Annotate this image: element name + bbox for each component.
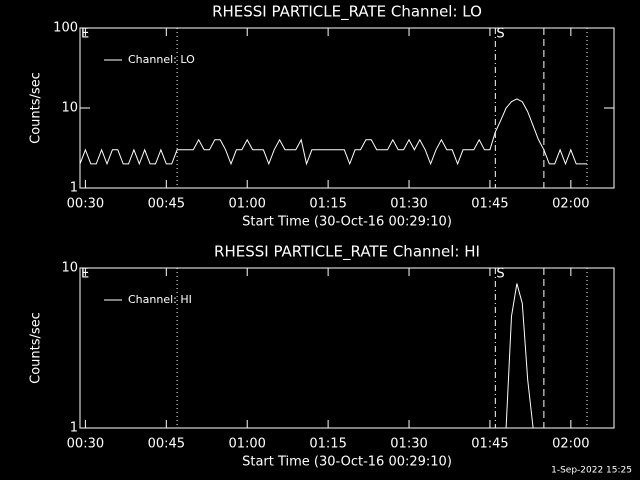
x-tick-label: 01:30: [390, 437, 427, 452]
x-axis-label: Start Time (30-Oct-16 00:29:10): [242, 455, 452, 470]
x-tick-label: 01:45: [471, 197, 508, 212]
data-line: [505, 283, 534, 429]
y-tick-label: 1: [70, 421, 78, 436]
x-tick-label: 00:45: [148, 197, 185, 212]
y-tick-label: 10: [61, 101, 78, 116]
x-tick-label: 01:45: [471, 437, 508, 452]
x-tick-label: 02:00: [552, 197, 589, 212]
x-tick-label: 00:30: [67, 197, 104, 212]
y-tick-label: 10: [61, 261, 78, 276]
plot-frame: [79, 27, 615, 189]
annotation: S: [496, 27, 504, 42]
y-tick-label: 1: [70, 181, 78, 196]
plot-frame: [79, 267, 615, 429]
chart-title: RHESSI PARTICLE_RATE Channel: LO: [212, 3, 482, 22]
footer: 1-Sep-2022 15:25: [551, 466, 632, 476]
y-tick-label: 100: [53, 21, 78, 36]
legend-label: Channel: HI: [128, 293, 192, 306]
x-tick-label: 01:15: [309, 437, 346, 452]
y-axis-label: Counts/sec: [29, 72, 44, 144]
annotation: E: [81, 27, 89, 42]
x-tick-label: 01:30: [390, 197, 427, 212]
annotation: E: [81, 267, 89, 282]
x-tick-label: 00:30: [67, 437, 104, 452]
x-tick-label: 01:15: [309, 197, 346, 212]
x-tick-label: 01:00: [228, 197, 265, 212]
x-axis-label: Start Time (30-Oct-16 00:29:10): [242, 215, 452, 230]
annotation: S: [496, 267, 504, 282]
x-tick-label: 00:45: [148, 437, 185, 452]
x-tick-label: 02:00: [552, 437, 589, 452]
legend-label: Channel: LO: [128, 53, 195, 66]
data-line: [79, 98, 587, 166]
chart-title: RHESSI PARTICLE_RATE Channel: HI: [214, 243, 480, 262]
x-tick-label: 01:00: [228, 437, 265, 452]
y-axis-label: Counts/sec: [29, 312, 44, 384]
